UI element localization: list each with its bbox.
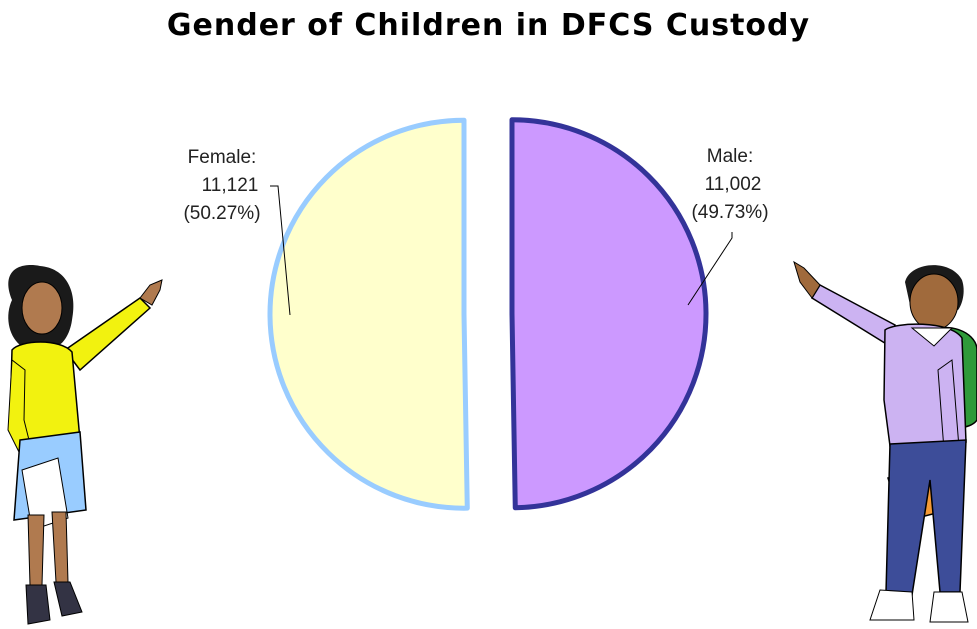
male-leader-line: [687, 232, 733, 306]
boy-pointing-icon: [793, 260, 977, 623]
male-label: Male:: [707, 146, 753, 167]
girl-pointing-icon: [7, 265, 163, 625]
male-slice: [509, 117, 709, 511]
female-percent: (50.27%): [183, 203, 260, 224]
female-label: Female:: [188, 147, 257, 168]
female-leader-line: [270, 185, 291, 316]
male-value: 11,002: [705, 174, 762, 195]
female-slice: [267, 117, 470, 511]
chart-title: Gender of Children in DFCS Custody: [166, 8, 811, 43]
female-value: 11,121: [202, 175, 259, 196]
male-percent: (49.73%): [691, 202, 768, 223]
